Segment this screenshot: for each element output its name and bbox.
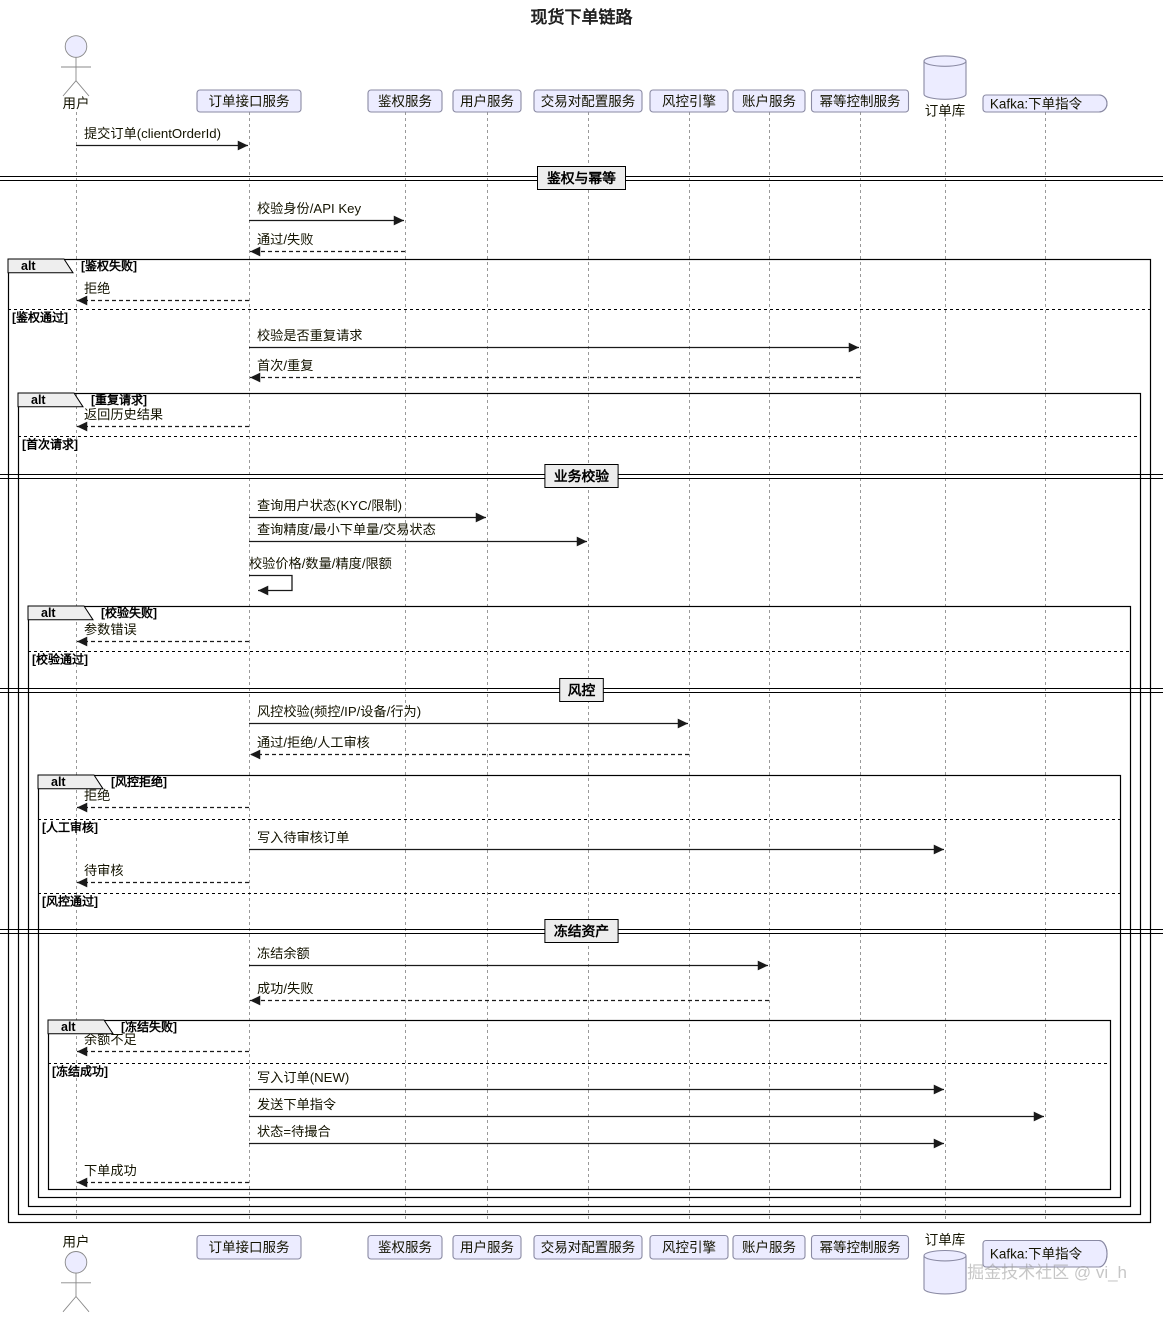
svg-text:校验是否重复请求: 校验是否重复请求 <box>257 327 363 343</box>
svg-text:alt: alt <box>21 259 36 273</box>
svg-text:通过/拒绝/人工审核: 通过/拒绝/人工审核 <box>257 735 370 750</box>
svg-text:通过/失败: 通过/失败 <box>257 232 313 247</box>
svg-text:[冻结失败]: [冻结失败] <box>121 1019 177 1034</box>
svg-text:写入待审核订单: 写入待审核订单 <box>257 830 349 845</box>
svg-text:鉴权服务: 鉴权服务 <box>378 1239 432 1255</box>
svg-text:Kafka:下单指令: Kafka:下单指令 <box>990 1247 1083 1262</box>
svg-text:风控引擎: 风控引擎 <box>662 1240 716 1255</box>
svg-text:冻结余额: 冻结余额 <box>257 945 310 961</box>
svg-text:[风控通过]: [风控通过] <box>42 894 98 909</box>
svg-text:首次/重复: 首次/重复 <box>257 358 313 373</box>
svg-text:alt: alt <box>31 393 46 407</box>
svg-text:订单库: 订单库 <box>925 103 966 118</box>
svg-text:成功/失败: 成功/失败 <box>257 981 313 996</box>
svg-text:alt: alt <box>61 1020 76 1034</box>
svg-text:用户: 用户 <box>63 1234 90 1250</box>
svg-text:[风控拒绝]: [风控拒绝] <box>111 774 167 789</box>
svg-text:拒绝: 拒绝 <box>84 281 110 296</box>
svg-text:[鉴权失败]: [鉴权失败] <box>81 258 137 273</box>
svg-text:订单库: 订单库 <box>925 1233 966 1248</box>
svg-text:风控: 风控 <box>568 682 596 698</box>
svg-text:Kafka:下单指令: Kafka:下单指令 <box>990 96 1083 111</box>
svg-text:鉴权服务: 鉴权服务 <box>378 93 432 109</box>
svg-text:待审核: 待审核 <box>84 863 124 878</box>
svg-text:查询用户状态(KYC/限制): 查询用户状态(KYC/限制) <box>257 497 402 513</box>
svg-text:返回历史结果: 返回历史结果 <box>84 407 163 422</box>
svg-text:[重复请求]: [重复请求] <box>91 392 147 407</box>
svg-text:账户服务: 账户服务 <box>742 1239 796 1255</box>
svg-text:业务校验: 业务校验 <box>554 468 609 484</box>
svg-text:订单接口服务: 订单接口服务 <box>209 93 290 109</box>
svg-text:交易对配置服务: 交易对配置服务 <box>541 1239 636 1255</box>
svg-text:账户服务: 账户服务 <box>742 93 796 109</box>
svg-text:用户服务: 用户服务 <box>460 1239 514 1255</box>
svg-text:拒绝: 拒绝 <box>84 788 110 803</box>
svg-text:下单成功: 下单成功 <box>84 1163 137 1178</box>
svg-text:查询精度/最小下单量/交易状态: 查询精度/最小下单量/交易状态 <box>257 521 436 537</box>
svg-text:订单接口服务: 订单接口服务 <box>209 1239 290 1255</box>
svg-text:[人工审核]: [人工审核] <box>42 820 98 835</box>
svg-text:用户服务: 用户服务 <box>460 93 514 109</box>
svg-text:alt: alt <box>51 775 66 789</box>
svg-text:风控引擎: 风控引擎 <box>662 94 716 109</box>
svg-text:现货下单链路: 现货下单链路 <box>531 7 634 27</box>
svg-text:风控校验(频控/IP/设备/行为): 风控校验(频控/IP/设备/行为) <box>257 703 421 719</box>
svg-text:冻结资产: 冻结资产 <box>554 923 609 939</box>
svg-text:[首次请求]: [首次请求] <box>22 437 78 452</box>
svg-text:参数错误: 参数错误 <box>84 621 137 637</box>
svg-text:用户: 用户 <box>63 95 90 111</box>
svg-text:幂等控制服务: 幂等控制服务 <box>820 1239 901 1255</box>
svg-text:[鉴权通过]: [鉴权通过] <box>12 310 68 325</box>
svg-text:alt: alt <box>41 606 56 620</box>
svg-text:提交订单(clientOrderId): 提交订单(clientOrderId) <box>84 125 221 141</box>
svg-text:掘金技术社区 @ vi_h: 掘金技术社区 @ vi_h <box>967 1263 1127 1282</box>
svg-text:[校验通过]: [校验通过] <box>32 652 88 667</box>
svg-text:幂等控制服务: 幂等控制服务 <box>820 93 901 109</box>
svg-text:状态=待撮合: 状态=待撮合 <box>257 1123 331 1139</box>
svg-text:[校验失败]: [校验失败] <box>101 605 157 620</box>
svg-text:[冻结成功]: [冻结成功] <box>52 1064 108 1079</box>
svg-text:交易对配置服务: 交易对配置服务 <box>541 93 636 109</box>
svg-text:校验价格/数量/精度/限额: 校验价格/数量/精度/限额 <box>249 555 392 571</box>
svg-text:发送下单指令: 发送下单指令 <box>257 1097 336 1112</box>
svg-text:校验身份/API Key: 校验身份/API Key <box>257 200 361 216</box>
svg-text:鉴权与幂等: 鉴权与幂等 <box>546 170 616 186</box>
svg-text:写入订单(NEW): 写入订单(NEW) <box>257 1070 349 1085</box>
